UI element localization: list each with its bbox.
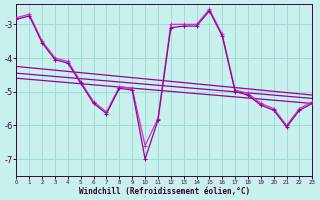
X-axis label: Windchill (Refroidissement éolien,°C): Windchill (Refroidissement éolien,°C) [79,187,250,196]
